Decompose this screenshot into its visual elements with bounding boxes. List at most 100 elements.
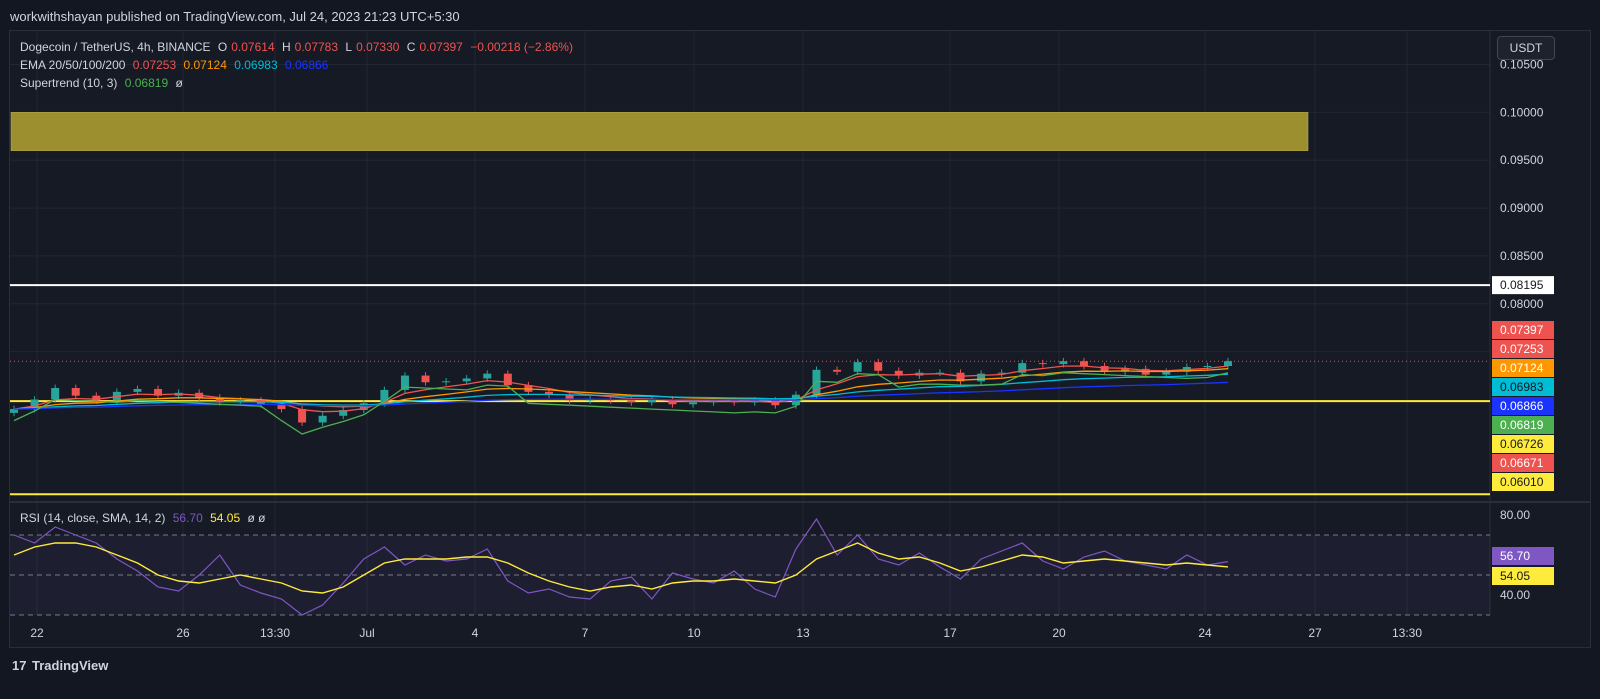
time-tick-label: 22 — [30, 626, 44, 640]
tradingview-logo[interactable]: 17 TradingView — [12, 658, 108, 673]
price-tick-label: 0.10500 — [1500, 58, 1544, 72]
price-badge — [1492, 321, 1554, 339]
candle-body — [1224, 361, 1232, 366]
price-badge — [1492, 359, 1554, 377]
candle-body — [853, 362, 862, 372]
candle-body — [92, 395, 101, 401]
bottom-bar — [0, 652, 1600, 699]
supertrend-suffix: ø — [175, 76, 183, 90]
candle-body — [544, 391, 553, 395]
rsi-pane: 80.00 40.00 56.70 54.05 — [10, 508, 1554, 616]
time-tick-label: 27 — [1308, 626, 1322, 640]
ohlc-low-value: 0.07330 — [356, 40, 400, 54]
time-tick-label: 20 — [1052, 626, 1066, 640]
ema20-value: 0.07253 — [132, 58, 177, 72]
price-badge — [1492, 473, 1554, 491]
candle-body — [462, 378, 471, 382]
time-tick-label: 7 — [582, 626, 589, 640]
time-tick-label: 13:30 — [1392, 626, 1422, 640]
candle-body — [586, 399, 595, 401]
candle-body — [1038, 363, 1047, 365]
candle-body — [668, 399, 677, 405]
rsi-value: 56.70 — [172, 511, 203, 525]
time-tick-label: 24 — [1198, 626, 1212, 640]
price-badge-label: 0.06819 — [1500, 418, 1544, 432]
price-badge-label: 0.06983 — [1500, 380, 1544, 394]
rsi-badge — [1492, 567, 1554, 585]
candle-body — [277, 404, 286, 410]
currency-button[interactable]: USDT — [1497, 36, 1555, 60]
candle-body — [51, 388, 60, 400]
supertrend-label: Supertrend (10, 3) — [20, 76, 118, 90]
candle-body — [647, 399, 656, 403]
rsi-label: RSI (14, close, SMA, 14, 2) — [20, 511, 166, 525]
candle-body — [627, 400, 636, 403]
supertrend-value: 0.06819 — [124, 76, 169, 90]
candle-body — [977, 373, 986, 382]
ema-legend: EMA 20/50/100/200 0.07253 0.07124 0.0698… — [20, 58, 332, 72]
rsi-tick-label: 80.00 — [1500, 508, 1530, 522]
price-badge — [1492, 397, 1554, 415]
ema50-line — [13, 368, 1229, 410]
time-tick-label: 13 — [796, 626, 810, 640]
candle-body — [483, 373, 492, 379]
ohlc-high-label: H — [281, 40, 291, 54]
candle-body — [1203, 366, 1212, 367]
ema20-line — [13, 365, 1229, 413]
rsi-tick-label: 40.00 — [1500, 588, 1530, 602]
price-tick-label: 0.10000 — [1500, 105, 1544, 119]
price-badge-label: 0.07397 — [1500, 323, 1544, 337]
ema100-value: 0.06983 — [234, 58, 278, 72]
price-badge — [1492, 340, 1554, 358]
ohlc-open-label: O — [217, 40, 228, 54]
time-tick-label: 10 — [687, 626, 701, 640]
candle-body — [215, 397, 224, 403]
ohlc-open-value: 0.07614 — [231, 40, 275, 54]
candle-body — [606, 399, 615, 401]
supertrend-line — [13, 372, 1229, 435]
candle-body — [503, 373, 512, 386]
candle-body — [400, 375, 409, 390]
candle-body — [133, 388, 142, 392]
rsi-badge — [1492, 547, 1554, 565]
candle-body — [689, 402, 698, 405]
rsi-sma-line — [13, 542, 1229, 594]
candle-body — [1100, 366, 1109, 372]
price-badge — [1492, 435, 1554, 453]
price-badge-label: 0.07124 — [1500, 361, 1544, 375]
rsi-sma-value: 54.05 — [210, 511, 241, 525]
symbol-name: Dogecoin / TetherUS, 4h, BINANCE — [20, 40, 211, 54]
rsi-badge-label: 54.05 — [1500, 569, 1530, 583]
level-badge — [1492, 276, 1554, 295]
ema200-value: 0.06866 — [284, 58, 329, 72]
candle-body — [10, 409, 18, 413]
time-axis: 22 26 13:30 Jul 4 7 10 13 17 20 24 27 13:30 — [30, 626, 1422, 640]
symbol-legend: Dogecoin / TetherUS, 4h, BINANCE O 0.0761… — [20, 40, 577, 54]
candle-body — [30, 399, 39, 410]
price-tick-label: 0.08000 — [1500, 297, 1544, 311]
candle-body — [71, 388, 80, 396]
price-badge-label: 0.06671 — [1500, 456, 1544, 470]
ohlc-high-value: 0.07783 — [294, 40, 339, 54]
level-badge-label: 0.08195 — [1500, 278, 1544, 292]
rsi-legend: RSI (14, close, SMA, 14, 2) 56.70 54.05 … — [20, 511, 269, 525]
price-badge-label: 0.07253 — [1500, 342, 1544, 356]
time-tick-label: 13:30 — [260, 626, 290, 640]
candle-body — [1059, 361, 1068, 365]
candle-body — [997, 372, 1006, 374]
candle-body — [1079, 361, 1088, 366]
candle-body — [1162, 371, 1171, 375]
time-tick-label: 4 — [472, 626, 479, 640]
ohlc-low-label: L — [345, 40, 353, 54]
ohlc-close-label: C — [406, 40, 416, 54]
supertrend-legend: Supertrend (10, 3) 0.06819 ø — [20, 76, 187, 90]
candle-body — [154, 388, 163, 396]
price-badge — [1492, 378, 1554, 396]
price-badge-label: 0.06866 — [1500, 399, 1544, 413]
price-badge-label: 0.06726 — [1500, 437, 1544, 451]
rsi-badge-label: 56.70 — [1500, 549, 1530, 563]
price-tick-label: 0.09000 — [1500, 201, 1544, 215]
candle-body — [380, 389, 389, 404]
ema-label: EMA 20/50/100/200 — [20, 58, 126, 72]
